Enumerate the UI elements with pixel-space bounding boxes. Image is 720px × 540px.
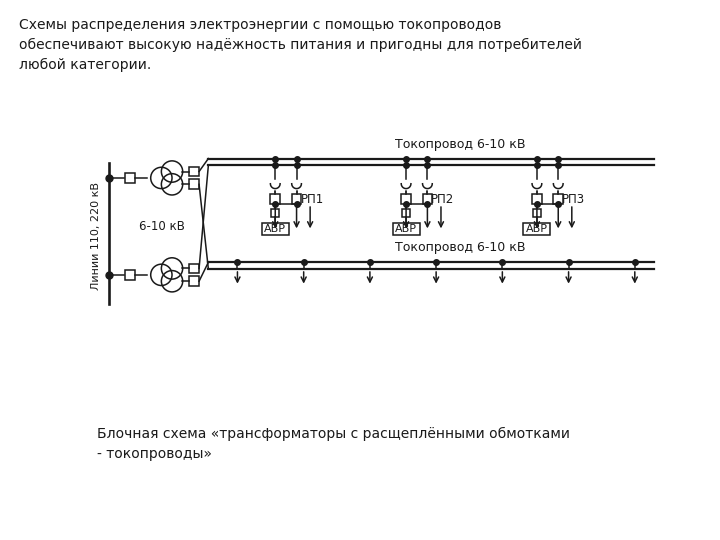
- Bar: [554, 194, 563, 204]
- Text: РП3: РП3: [562, 193, 585, 206]
- Text: РП2: РП2: [431, 193, 454, 206]
- Text: Токопровод 6-10 кВ: Токопровод 6-10 кВ: [395, 241, 526, 254]
- Bar: [401, 194, 411, 204]
- Bar: [189, 264, 199, 273]
- Bar: [189, 167, 199, 177]
- Bar: [189, 276, 199, 286]
- Bar: [125, 269, 135, 280]
- Bar: [523, 224, 551, 235]
- Bar: [125, 173, 135, 183]
- Text: Схемы распределения электроэнергии с помощью токопроводов
обеспечивают высокую н: Схемы распределения электроэнергии с пом…: [19, 18, 582, 72]
- Text: Токопровод 6-10 кВ: Токопровод 6-10 кВ: [395, 138, 526, 151]
- Bar: [271, 194, 280, 204]
- Text: АВР: АВР: [264, 224, 287, 234]
- Bar: [261, 224, 289, 235]
- Bar: [533, 209, 541, 217]
- Bar: [532, 194, 541, 204]
- Bar: [423, 194, 432, 204]
- Text: Линии 110, 220 кВ: Линии 110, 220 кВ: [91, 182, 101, 290]
- Bar: [189, 179, 199, 189]
- Bar: [292, 194, 302, 204]
- Text: АВР: АВР: [526, 224, 548, 234]
- Text: РП1: РП1: [300, 193, 324, 206]
- Text: АВР: АВР: [395, 224, 417, 234]
- Text: Блочная схема «трансформаторы с расщеплёнными обмотками
- токопроводы»: Блочная схема «трансформаторы с расщеплё…: [97, 427, 570, 461]
- Bar: [271, 209, 279, 217]
- Text: 6-10 кВ: 6-10 кВ: [139, 220, 185, 233]
- Bar: [392, 224, 420, 235]
- Bar: [402, 209, 410, 217]
